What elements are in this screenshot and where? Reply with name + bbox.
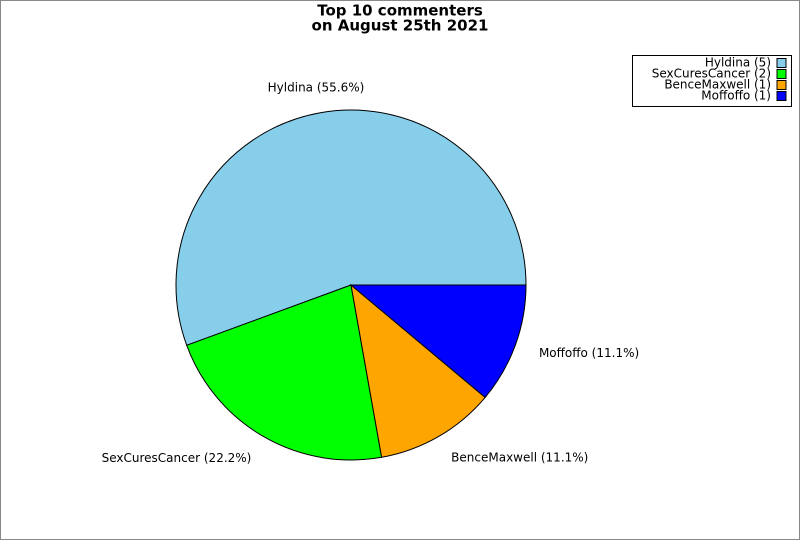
legend-swatch	[776, 91, 787, 101]
slice-label: Moffoffo (11.1%)	[539, 346, 639, 360]
legend-label: BenceMaxwell (1)	[664, 78, 771, 92]
slice-label: Hyldina (55.6%)	[268, 81, 365, 95]
slice-label: SexCuresCancer (22.2%)	[102, 451, 252, 465]
legend-label: Moffoffo (1)	[701, 89, 771, 103]
pie-slice	[186, 284, 383, 461]
chart-title: Top 10 commenters	[317, 2, 483, 20]
pie-slice	[349, 284, 527, 399]
legend-box	[632, 55, 792, 107]
slice-label: BenceMaxwell (11.1%)	[451, 451, 588, 465]
legend-label: SexCuresCancer (2)	[652, 67, 771, 81]
pie-slice	[175, 109, 527, 346]
legend-swatch	[776, 69, 787, 79]
pie-slice	[350, 283, 486, 458]
legend-label: Hyldina (5)	[705, 56, 771, 70]
legend-swatch	[776, 58, 787, 68]
chart-title: on August 25th 2021	[312, 17, 489, 35]
legend-swatch	[776, 80, 787, 90]
